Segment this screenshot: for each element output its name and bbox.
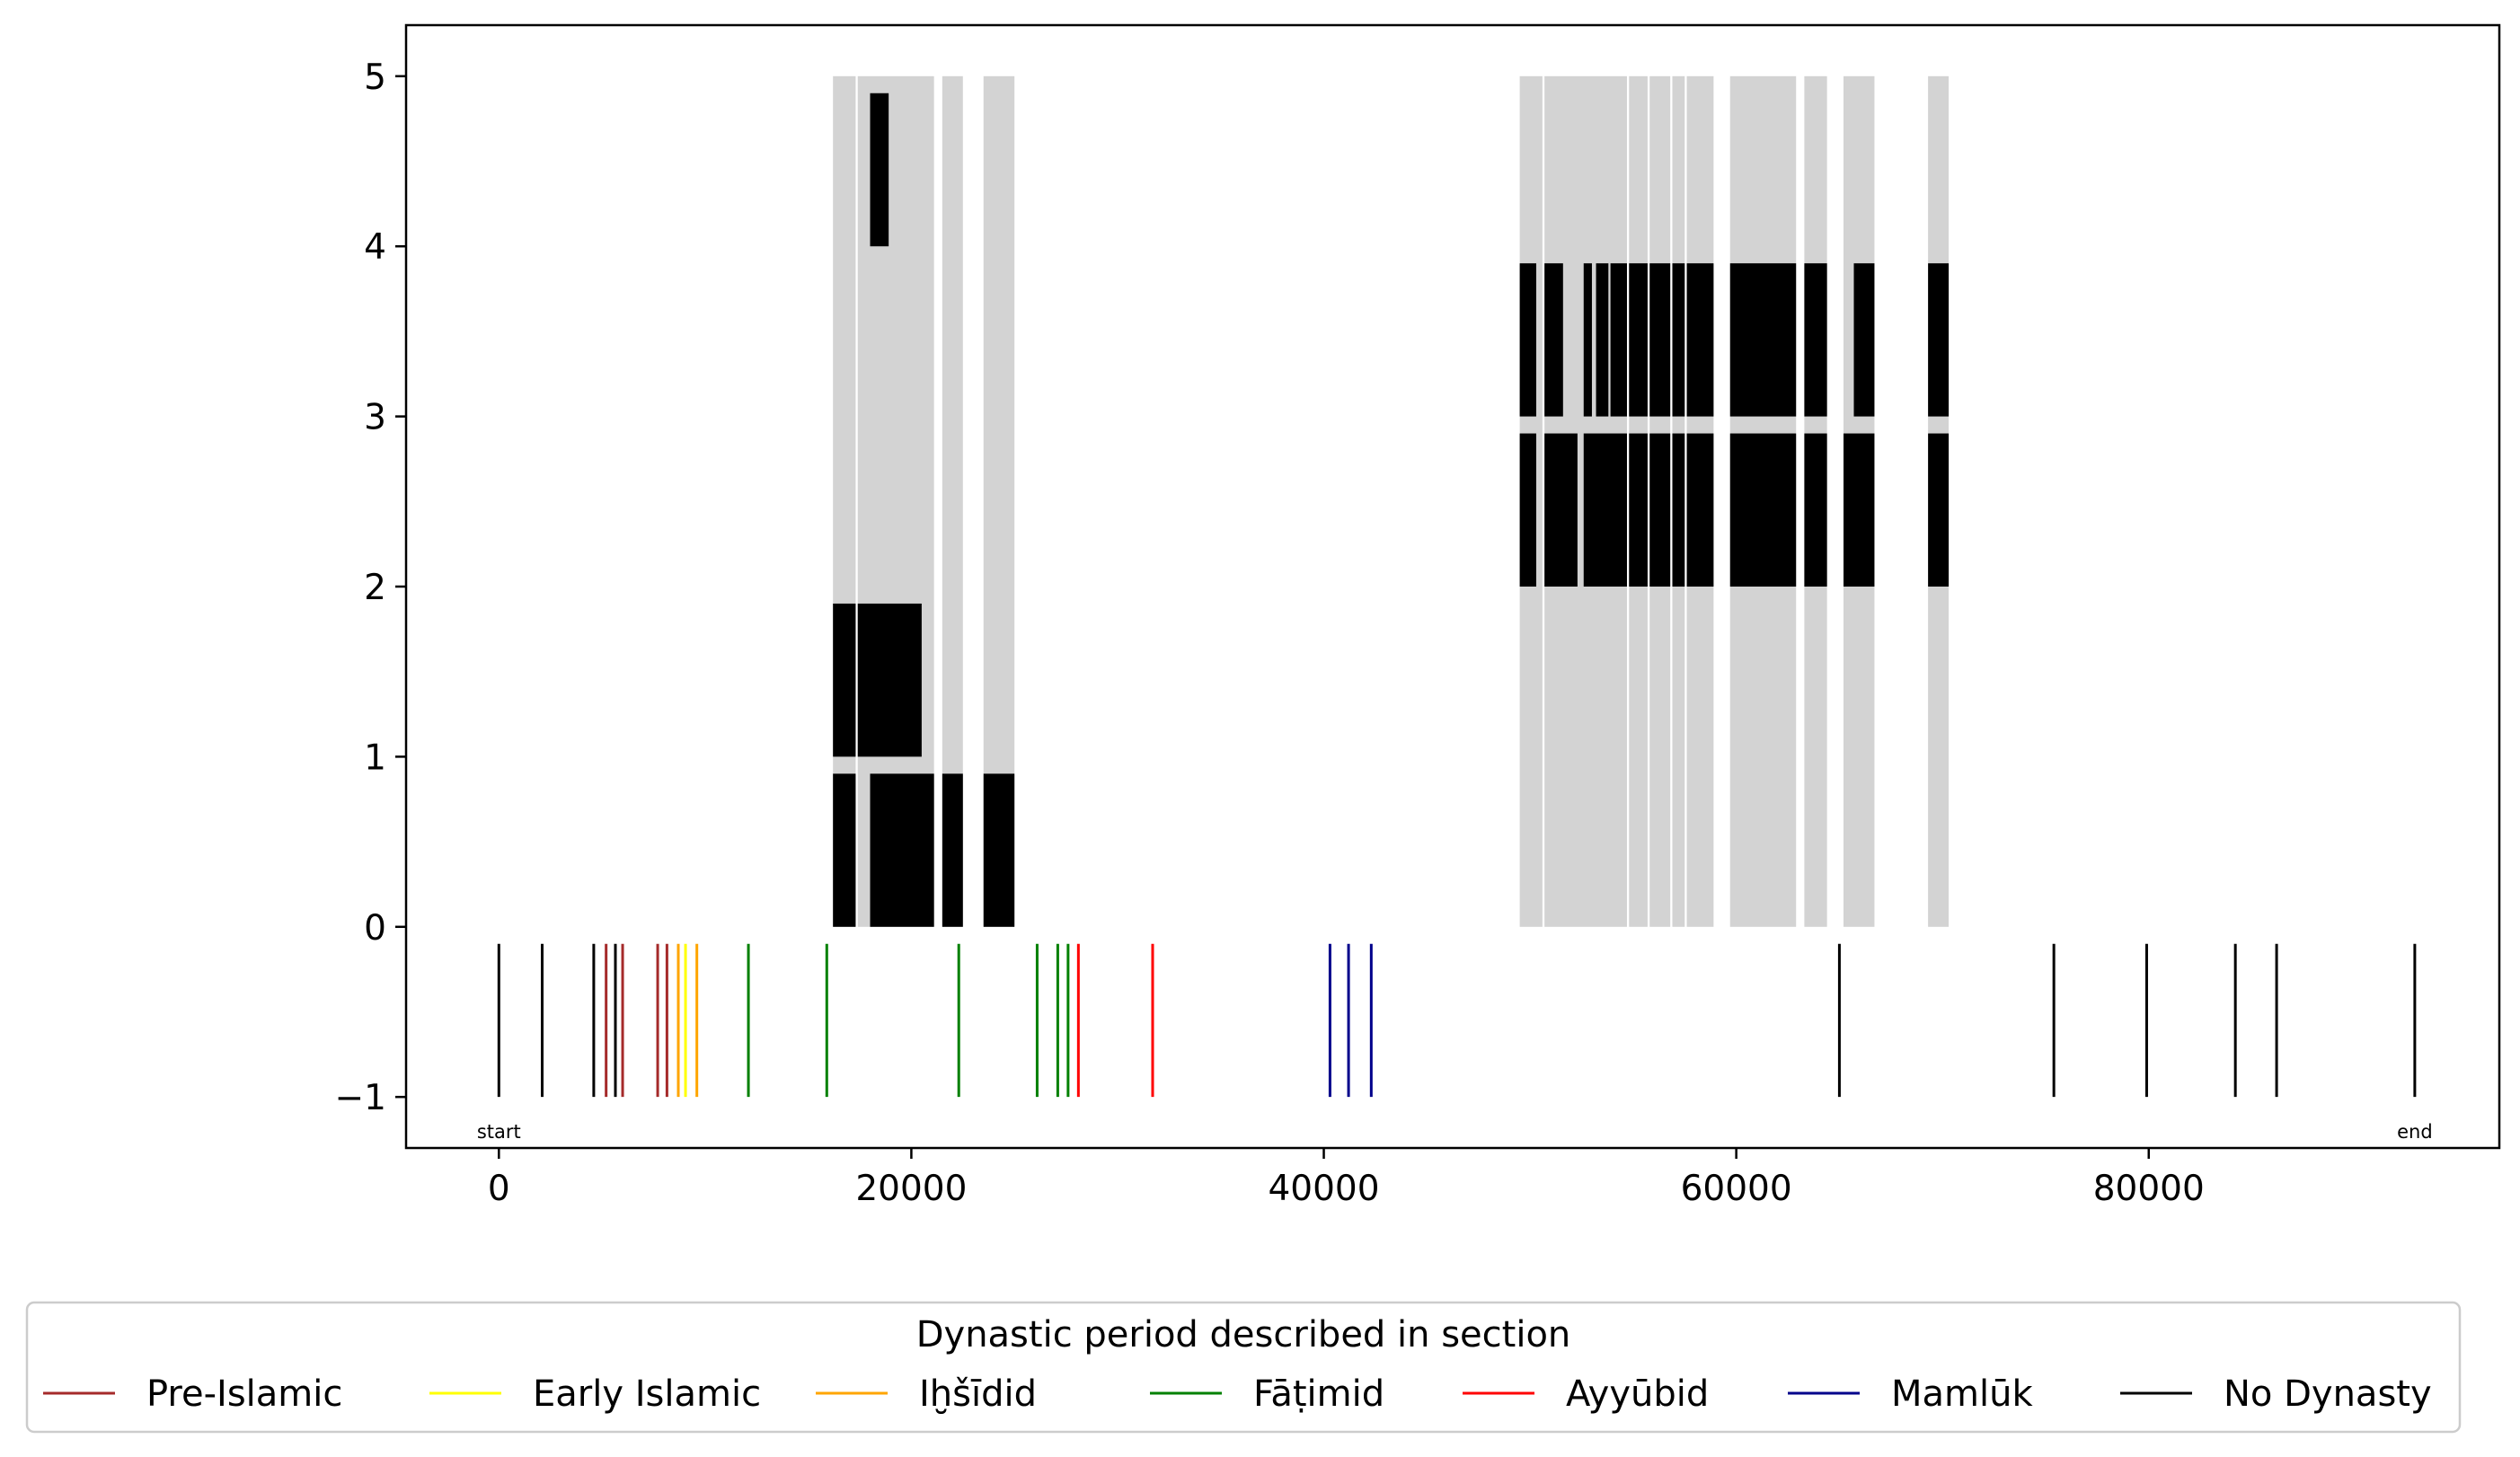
y-tick-label: 1 [364, 737, 386, 778]
x-tick-label: 40000 [1268, 1169, 1379, 1209]
x-axis-ticks: 0 20000 40000 60000 80000 [488, 1148, 2205, 1209]
x-tick-label: 0 [488, 1169, 510, 1209]
bar [1672, 433, 1685, 587]
bar [870, 773, 934, 927]
bar [1672, 263, 1685, 417]
bar [1544, 433, 1578, 587]
bar [1519, 433, 1536, 587]
legend-label: Fāṭimid [1253, 1373, 1384, 1415]
bar [1928, 263, 1950, 417]
bar [1853, 263, 1875, 417]
bars-group [833, 93, 1950, 927]
bar [1583, 263, 1592, 417]
bar [1649, 263, 1671, 417]
bar [1686, 433, 1714, 587]
y-axis-ticks: −1 0 1 2 3 4 5 [335, 57, 406, 1118]
dynasty-markers-group [497, 943, 2417, 1098]
bar [1804, 433, 1827, 587]
legend-label: Pre-Islamic [146, 1373, 342, 1415]
y-tick-label: 3 [364, 398, 386, 438]
bar [870, 93, 889, 247]
bar [1649, 433, 1671, 587]
legend-entries: Pre-Islamic Early Islamic Iḫšīdid Fāṭimid Ay… [43, 1373, 2432, 1415]
bar [857, 603, 922, 757]
y-tick-label: 0 [364, 908, 386, 949]
bar [983, 773, 1015, 927]
bar [1804, 263, 1827, 417]
background-span [942, 75, 963, 927]
bar [1629, 433, 1648, 587]
bar [833, 773, 856, 927]
x-tick-label: 60000 [1681, 1169, 1792, 1209]
bar [833, 603, 856, 757]
annotation-end: end [2397, 1121, 2433, 1143]
y-tick-label: 5 [364, 57, 386, 98]
legend: Dynastic period described in section Pre… [25, 1301, 2462, 1434]
y-tick-label: −1 [335, 1078, 387, 1118]
x-tick-label: 20000 [855, 1169, 967, 1209]
bar [1519, 263, 1536, 417]
bar [942, 773, 963, 927]
bar [1544, 263, 1563, 417]
bar [1844, 433, 1875, 587]
bar [1610, 263, 1627, 417]
legend-title: Dynastic period described in section [916, 1314, 1571, 1355]
bar [1729, 433, 1797, 587]
legend-label: Early Islamic [533, 1373, 761, 1415]
bar [1729, 263, 1797, 417]
legend-frame [25, 1301, 2462, 1434]
bar [1629, 263, 1648, 417]
bar [1583, 433, 1627, 587]
y-tick-label: 2 [364, 568, 386, 608]
bar [1596, 263, 1609, 417]
bar [1686, 263, 1714, 417]
annotations-group: start end [477, 1121, 2433, 1143]
x-tick-label: 80000 [2093, 1169, 2205, 1209]
y-tick-label: 4 [364, 227, 386, 268]
legend-label: Ayyūbid [1566, 1373, 1709, 1415]
bar [1928, 433, 1950, 587]
legend-label: Mamlūk [1891, 1373, 2033, 1415]
legend-label: No Dynasty [2224, 1373, 2432, 1415]
annotation-start: start [477, 1121, 521, 1143]
legend-label: Iḫšīdid [919, 1373, 1037, 1415]
